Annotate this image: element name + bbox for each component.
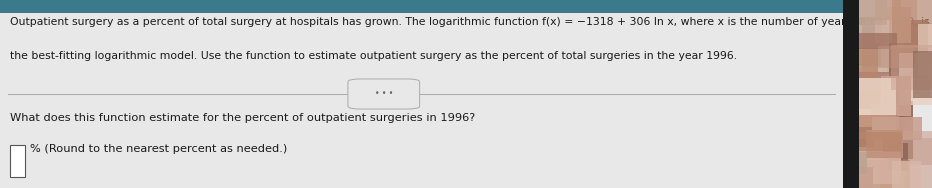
Bar [888,20,928,80]
Bar [882,77,911,116]
Text: % (Round to the nearest percent as needed.): % (Round to the nearest percent as neede… [30,144,287,154]
Bar [883,101,913,159]
FancyBboxPatch shape [10,145,25,177]
Bar [912,51,932,98]
Bar [878,46,914,68]
Bar [843,127,873,147]
Bar [847,115,898,139]
Bar [847,146,867,174]
Bar [899,52,932,105]
Bar [875,0,900,42]
Bar [905,138,932,188]
Bar [918,24,932,75]
Bar [843,0,859,188]
Bar [886,7,911,43]
Text: What does this function estimate for the percent of outpatient surgeries in 1996: What does this function estimate for the… [10,113,475,123]
Text: Outpatient surgery as a percent of total surgery at hospitals has grown. The log: Outpatient surgery as a percent of total… [10,17,930,27]
Bar [900,131,932,165]
Bar [849,152,901,183]
Bar [892,161,921,188]
Bar [857,91,905,137]
Bar [891,45,932,90]
Bar [911,78,929,98]
Bar [904,23,932,64]
Bar [851,109,884,138]
Bar [842,33,898,49]
Bar [842,67,886,127]
Bar [843,17,881,66]
Text: • • •: • • • [375,89,393,99]
Bar [848,72,904,109]
Bar [870,104,898,127]
Bar [871,117,922,140]
Text: the best-fitting logarithmic model. Use the function to estimate outpatient surg: the best-fitting logarithmic model. Use … [10,51,737,61]
Bar [862,19,891,74]
Bar [880,155,910,188]
Bar [849,160,910,188]
Bar [866,130,903,158]
Bar [833,0,886,25]
Bar [856,0,917,20]
Bar [889,47,918,82]
Bar [848,168,873,188]
Bar [892,0,932,48]
Bar [857,48,878,80]
Bar [847,78,897,132]
Bar [857,132,902,151]
FancyBboxPatch shape [348,79,419,109]
Bar [0,0,843,13]
Bar [888,143,908,171]
